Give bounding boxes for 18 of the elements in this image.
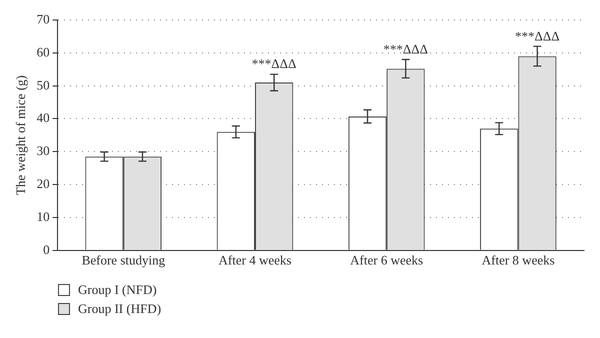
y-tick-label: 0 (43, 242, 50, 257)
annotation: ***ΔΔΔ (514, 28, 560, 44)
legend-label: Group II (HFD) (78, 300, 162, 316)
y-tick-label: 30 (36, 143, 50, 158)
x-tick-label: After 8 weeks (482, 252, 555, 268)
y-axis-title: The weight of mice (g) (13, 75, 28, 196)
x-tick-label: After 6 weeks (350, 252, 424, 268)
x-tick-label: Before studying (82, 252, 166, 268)
y-tick-label: 20 (36, 176, 50, 191)
annotation: ***ΔΔΔ (383, 41, 428, 56)
annotation: ***ΔΔΔ (252, 56, 296, 72)
y-tick-label: 70 (36, 11, 50, 26)
y-tick-label: 10 (36, 208, 50, 224)
x-tick-label: After 4 weeks (218, 252, 292, 268)
y-tick-label: 40 (36, 110, 50, 126)
y-tick-label: 50 (36, 77, 50, 92)
text: Group I (NFD) (78, 282, 157, 298)
y-tick-label: 60 (36, 44, 50, 60)
